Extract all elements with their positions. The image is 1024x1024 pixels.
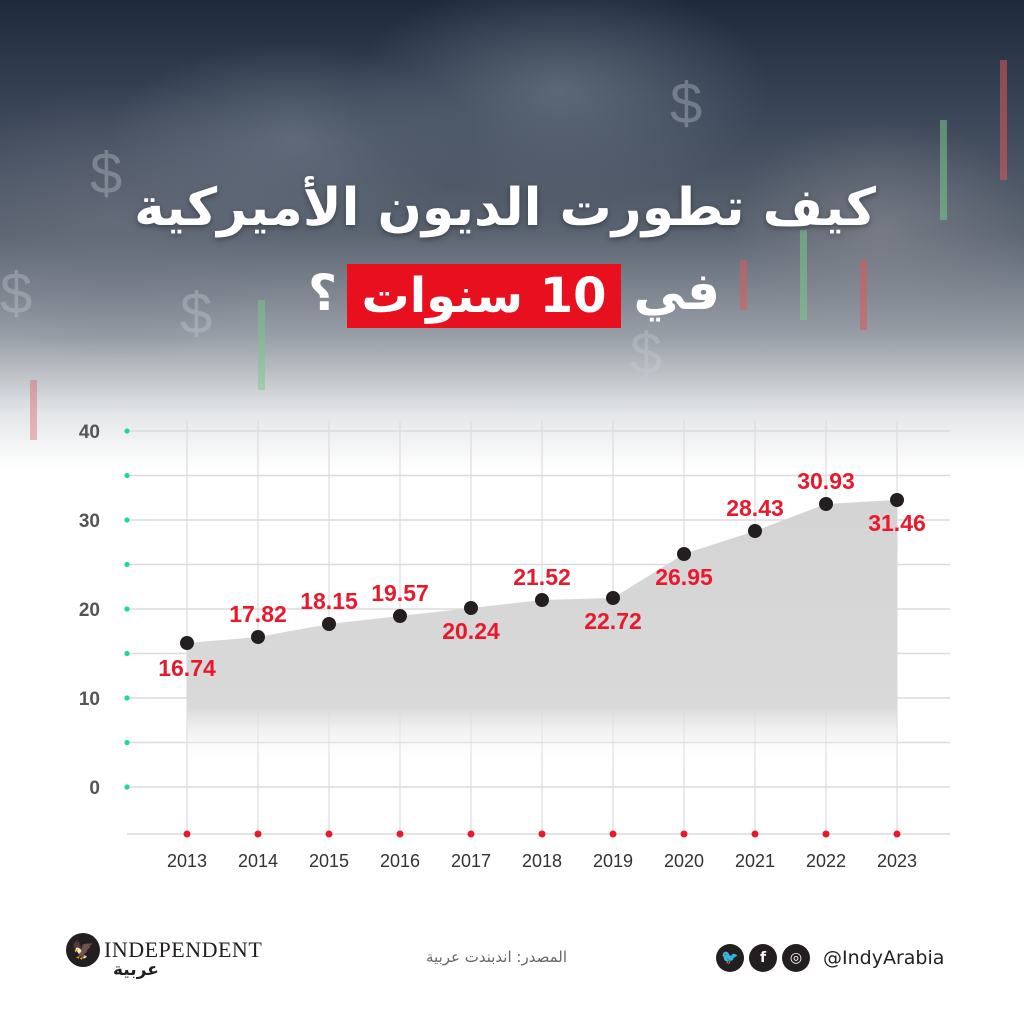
- svg-text:2018: 2018: [522, 851, 562, 871]
- y-axis-ticks: 0 10 20 30 40: [79, 422, 100, 799]
- brand-name: INDEPENDENT: [104, 937, 263, 962]
- svg-text:17.82: 17.82: [229, 601, 287, 627]
- social-links: 🐦 f ◎ @IndyArabia: [716, 944, 944, 972]
- candle-decor: [258, 300, 265, 390]
- svg-text:2019: 2019: [593, 851, 633, 871]
- svg-text:20.24: 20.24: [442, 618, 500, 644]
- svg-text:30.93: 30.93: [797, 468, 855, 494]
- x-axis-ticks: 2013 2014 2015 2016 2017 2018 2019 2020 2021 2022…: [167, 851, 917, 871]
- brand-arabic: عربية: [113, 960, 159, 980]
- candle-decor: [860, 260, 867, 330]
- svg-text:2013: 2013: [167, 851, 207, 871]
- source-text: المصدر: اندبندت عربية: [426, 948, 568, 966]
- dollar-icon: $: [670, 71, 703, 136]
- candle-decor: [1000, 60, 1007, 180]
- svg-text:30: 30: [79, 511, 100, 532]
- svg-text:0: 0: [89, 778, 100, 799]
- svg-text:18.15: 18.15: [300, 588, 358, 614]
- y-axis-dots: [124, 428, 130, 790]
- data-points: [180, 493, 904, 650]
- svg-text:2023: 2023: [877, 851, 917, 871]
- svg-text:10: 10: [79, 689, 100, 710]
- twitter-icon[interactable]: 🐦: [716, 944, 744, 972]
- svg-text:2020: 2020: [664, 851, 704, 871]
- x-axis-dots: [183, 830, 901, 838]
- svg-text:16.74: 16.74: [158, 655, 216, 681]
- candle-decor: [800, 230, 807, 320]
- svg-text:40: 40: [79, 422, 100, 443]
- candle-decor: [740, 260, 747, 310]
- hero-background: $ $ $ $ $: [0, 0, 1024, 470]
- independent-logo: 🦅 INDEPENDENT: [66, 933, 262, 967]
- svg-text:2021: 2021: [735, 851, 775, 871]
- dollar-icon: $: [0, 261, 33, 326]
- svg-text:21.52: 21.52: [513, 564, 571, 590]
- eagle-icon: 🦅: [66, 933, 100, 967]
- svg-text:2016: 2016: [380, 851, 420, 871]
- dollar-icon: $: [180, 281, 213, 346]
- svg-text:2022: 2022: [806, 851, 846, 871]
- title-highlight: 10 سنوات: [347, 264, 621, 328]
- svg-text:19.57: 19.57: [371, 580, 429, 606]
- page-title: كيف تطورت الديون الأميركية: [134, 178, 876, 238]
- svg-text:2015: 2015: [309, 851, 349, 871]
- svg-text:26.95: 26.95: [655, 564, 713, 590]
- data-labels: 16.74 17.82 18.15 19.57 20.24 21.52 22.72 26.95…: [158, 468, 926, 681]
- page-subtitle: في 10 سنوات ؟: [300, 262, 720, 332]
- candle-decor: [940, 120, 947, 220]
- instagram-icon[interactable]: ◎: [782, 944, 810, 972]
- social-handle[interactable]: @IndyArabia: [823, 947, 945, 969]
- dollar-icon: $: [630, 321, 663, 386]
- candle-decor: [30, 380, 37, 440]
- facebook-icon[interactable]: f: [749, 944, 777, 972]
- svg-text:20: 20: [79, 600, 100, 621]
- svg-text:2014: 2014: [238, 851, 278, 871]
- dollar-icon: $: [90, 141, 123, 206]
- title-prefix: في: [633, 262, 720, 322]
- svg-text:31.46: 31.46: [868, 510, 926, 536]
- svg-text:2017: 2017: [451, 851, 491, 871]
- title-question-mark: ؟: [308, 264, 338, 322]
- chart-area: [187, 500, 897, 834]
- svg-text:28.43: 28.43: [726, 495, 784, 521]
- svg-text:22.72: 22.72: [584, 608, 642, 634]
